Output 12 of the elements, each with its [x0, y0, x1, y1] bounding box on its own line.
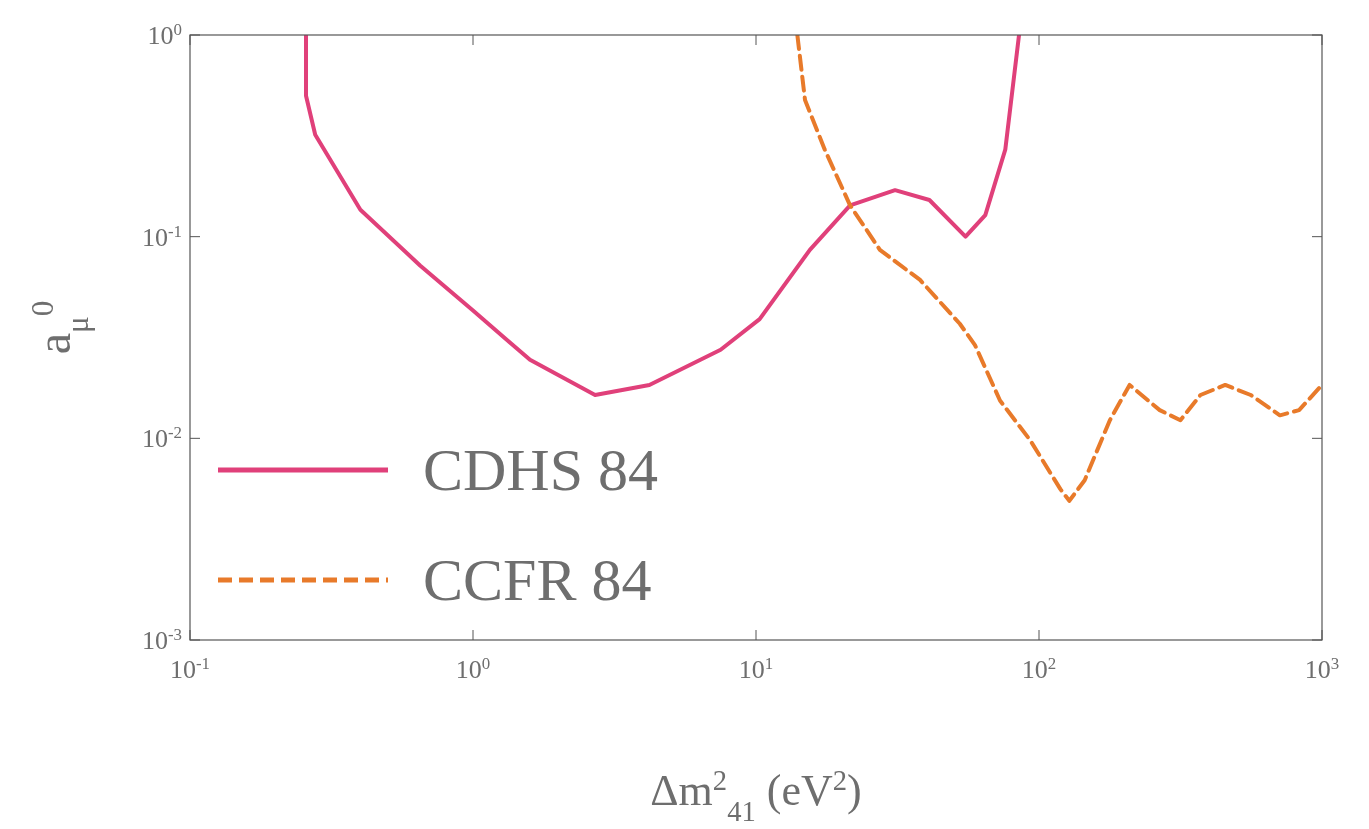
y-tick-label: 10$^{-2}$ — [141, 422, 182, 454]
x-tick-label: 10$^{0}$ — [455, 653, 491, 684]
x-tick-label: 10$^{1}$ — [738, 653, 774, 684]
x-tick-label: 10$^{-1}$ — [169, 653, 211, 684]
x-axis-title: Δm$^{2}$$_{41}$ (eV$^{2}$) — [650, 764, 862, 827]
y-tick-label: 10$^{0}$ — [147, 19, 182, 50]
y-tick-label: 10$^{-1}$ — [141, 221, 182, 252]
legend-label: CDHS 84 — [423, 437, 659, 503]
y-tick-label: 10$^{-3}$ — [141, 624, 182, 655]
x-tick-label: 10$^{2}$ — [1021, 653, 1057, 684]
legend-label: CCFR 84 — [423, 547, 652, 613]
x-tick-label: 10$^{3}$ — [1304, 653, 1340, 684]
